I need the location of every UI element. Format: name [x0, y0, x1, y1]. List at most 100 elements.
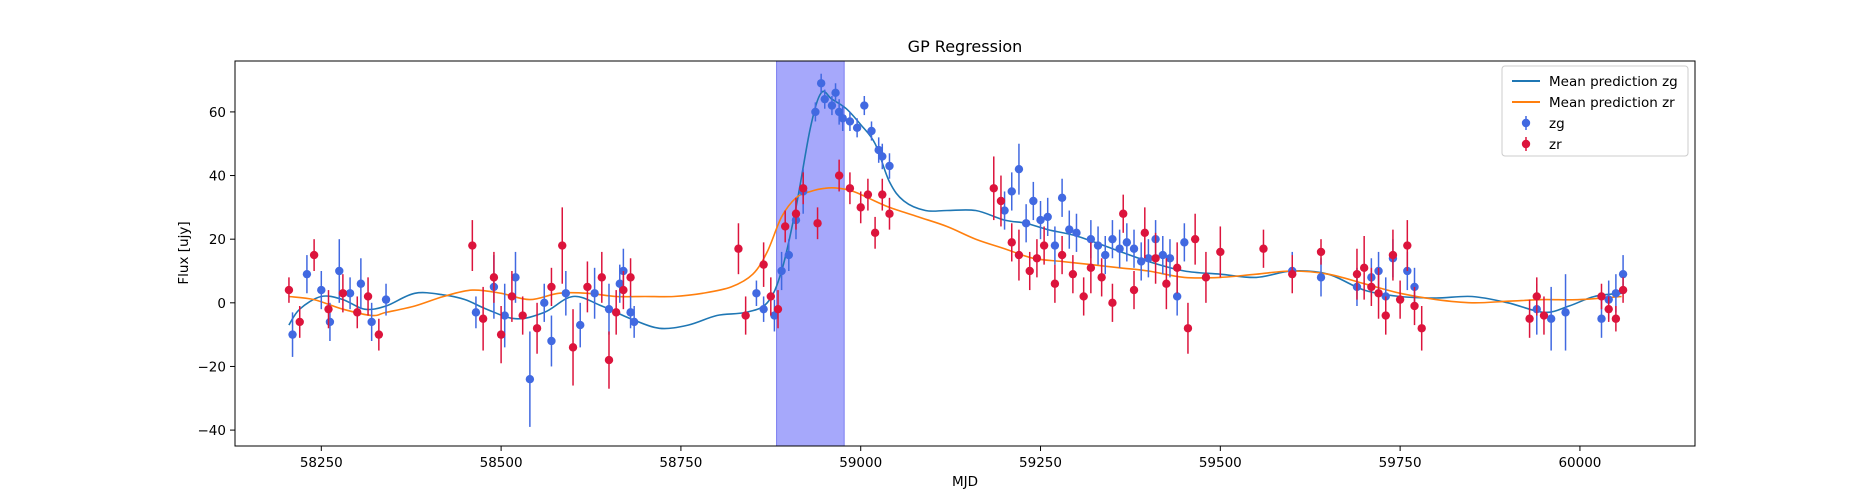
data-point	[1029, 196, 1038, 206]
data-point	[381, 295, 391, 304]
data-point	[583, 282, 592, 292]
data-point	[576, 320, 585, 330]
data-point	[1316, 247, 1326, 257]
data-point	[996, 196, 1006, 206]
y-tick-label: 0	[217, 296, 226, 312]
data-point	[471, 308, 481, 317]
data-point	[1381, 311, 1390, 320]
series-line-mean-prediction-zg	[288, 90, 1622, 330]
data-point	[540, 298, 549, 308]
data-point	[852, 123, 862, 133]
data-point	[773, 304, 783, 314]
data-point	[734, 244, 743, 253]
data-point	[356, 279, 366, 288]
data-point	[874, 145, 883, 155]
data-point	[568, 343, 578, 352]
data-point	[784, 250, 793, 260]
data-point	[1065, 225, 1074, 234]
data-point	[752, 289, 761, 298]
x-tick-label: 59750	[1379, 455, 1422, 471]
x-tick-label: 58250	[300, 455, 343, 471]
data-point	[284, 285, 294, 295]
data-point	[1129, 244, 1139, 253]
data-point	[1561, 308, 1570, 317]
data-point	[1086, 263, 1096, 273]
data-point	[1190, 234, 1200, 244]
data-point	[1259, 244, 1268, 253]
data-point	[626, 273, 635, 282]
data-point	[845, 117, 855, 126]
data-point	[1093, 241, 1103, 250]
data-point	[870, 228, 880, 238]
data-point	[615, 279, 624, 288]
data-point	[1201, 273, 1211, 282]
data-point	[1183, 324, 1193, 333]
data-point	[1165, 254, 1175, 263]
data-point	[604, 304, 614, 314]
x-axis-label: MJD	[952, 474, 978, 490]
data-point	[1618, 269, 1628, 279]
data-point	[816, 79, 826, 88]
data-point	[1129, 285, 1139, 295]
data-point	[1611, 289, 1621, 298]
series-line-mean-prediction-zr	[288, 187, 1622, 317]
data-point	[878, 152, 887, 161]
data-point	[838, 114, 847, 123]
data-point	[611, 308, 621, 317]
data-point	[511, 273, 520, 282]
data-point	[1050, 279, 1060, 288]
x-tick-label: 59500	[1199, 455, 1242, 471]
data-point	[1036, 215, 1045, 225]
data-point	[1172, 263, 1182, 273]
data-point	[345, 289, 355, 298]
data-point	[1101, 250, 1110, 260]
data-point	[1032, 254, 1042, 263]
data-point	[878, 190, 887, 199]
data-point	[989, 184, 998, 193]
data-point	[831, 88, 840, 98]
data-point	[1097, 273, 1106, 282]
data-point	[885, 161, 894, 171]
data-point	[1162, 279, 1171, 288]
legend: Mean prediction zg Mean prediction zr zg zr	[1501, 65, 1689, 157]
data-point	[317, 285, 326, 295]
data-point	[1108, 298, 1117, 308]
data-point	[1014, 164, 1024, 174]
data-point	[302, 269, 312, 279]
y-tick-label: −20	[198, 359, 227, 375]
data-point	[489, 273, 499, 282]
data-point	[1604, 304, 1613, 314]
data-point	[367, 317, 376, 327]
plot-frame	[234, 60, 1696, 447]
data-point	[1525, 314, 1534, 323]
data-point	[1057, 193, 1067, 203]
data-point	[590, 289, 599, 298]
data-point	[1597, 314, 1606, 323]
legend-swatch-marker	[1521, 139, 1531, 149]
legend-box	[1501, 65, 1689, 157]
data-point	[813, 219, 822, 228]
legend-label: zr	[1549, 137, 1562, 153]
legend-label: Mean prediction zg	[1549, 74, 1678, 90]
data-point	[820, 94, 829, 104]
data-point	[845, 184, 855, 193]
data-point	[525, 374, 535, 384]
data-point	[1007, 238, 1016, 247]
y-tick-label: 40	[209, 169, 226, 185]
data-point	[863, 190, 873, 199]
data-point	[1532, 292, 1541, 301]
data-point	[1108, 234, 1117, 244]
data-point	[363, 292, 373, 301]
data-point	[798, 184, 808, 193]
data-point	[1359, 263, 1369, 273]
data-point	[741, 311, 750, 320]
data-point	[1140, 228, 1150, 238]
legend-label: Mean prediction zr	[1549, 95, 1675, 111]
data-point	[558, 241, 567, 250]
data-point	[1158, 250, 1167, 260]
data-point	[759, 304, 768, 314]
data-point	[867, 126, 876, 136]
data-point	[1381, 292, 1390, 301]
x-axis: 58250 58500 58750 59000 59250 59500 59750 60000	[300, 446, 1601, 471]
